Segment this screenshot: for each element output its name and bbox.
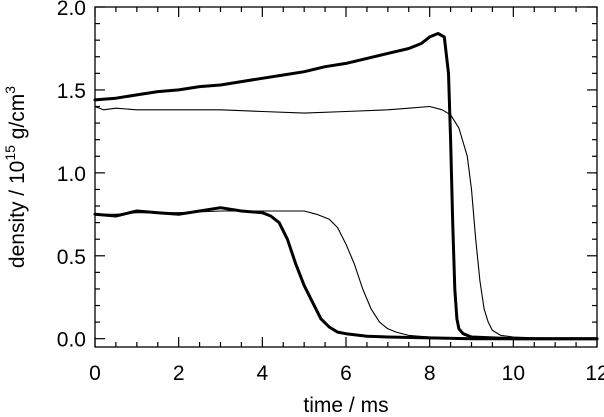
y-tick-label: 0.5 [57, 246, 86, 269]
series-line-2 [94, 105, 598, 340]
series-layer [93, 32, 599, 341]
x-tick-label: 6 [340, 362, 352, 385]
y-tick-label: 1.0 [57, 163, 86, 186]
ticks-layer [94, 6, 598, 347]
y-axis-label: density / 1015 g/cm3 [2, 86, 29, 268]
x-tick-label: 0 [89, 362, 101, 385]
y-axis-label-unit: g/cm [6, 94, 29, 145]
x-axis-label: time / ms [303, 394, 388, 417]
x-tick-label: 8 [424, 362, 436, 385]
x-tick-label: 4 [256, 362, 268, 385]
y-axis-label-exponent: 15 [2, 145, 18, 161]
y-axis-label-unit-exponent: 3 [2, 86, 18, 94]
series-line-4 [94, 210, 598, 340]
y-tick-label: 1.5 [57, 80, 86, 103]
series-line-1 [93, 32, 599, 341]
plot-frame [94, 6, 598, 348]
x-tick-label: 2 [173, 362, 185, 385]
x-tick-label: 10 [502, 362, 525, 385]
x-tick-label: 12 [585, 362, 604, 385]
y-tick-label: 2.0 [57, 0, 86, 20]
y-tick-label: 0.0 [57, 329, 86, 352]
series-line-3 [93, 206, 599, 341]
y-axis-label-base: density / 10 [6, 161, 29, 268]
tick-labels: 0 2 4 6 8 10 12 0.0 0.5 1.0 1.5 2.0 [57, 0, 604, 385]
